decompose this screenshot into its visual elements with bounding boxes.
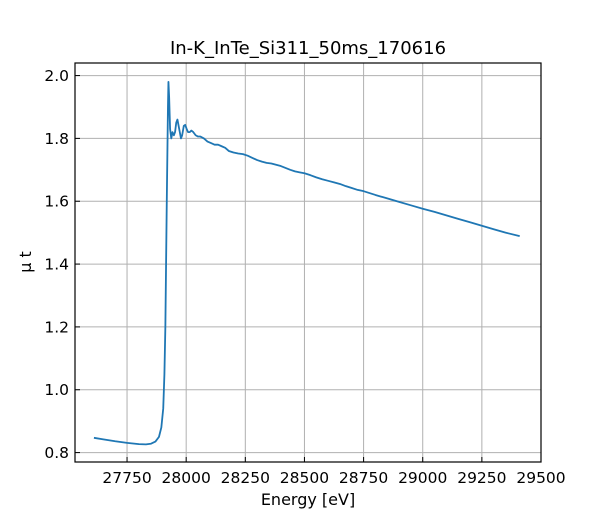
x-tick-label: 29250 [457,469,506,487]
x-tick-label: 28500 [280,469,329,487]
x-tick-label: 28750 [339,469,388,487]
y-tick-label: 1.8 [44,130,69,148]
x-tick-label: 27750 [102,469,151,487]
x-tick-label: 29500 [516,469,565,487]
series-line [93,80,520,446]
chart-title: In-K_InTe_Si311_50ms_170616 [170,38,446,59]
grid [75,63,542,462]
y-tick-label: 1.4 [44,256,69,274]
y-tick-label: 1.6 [44,193,69,211]
y-tick-label: 1.2 [44,318,69,336]
x-axis-label: Energy [eV] [261,490,355,509]
x-tick-label: 28250 [221,469,270,487]
y-tick-label: 0.8 [44,444,69,462]
plot-area [93,80,520,446]
y-tick-label: 1.0 [44,381,69,399]
ticks: 27750 28000 28250 28500 28750 29000 29250 29500… [44,67,565,487]
axes-frame [74,62,542,463]
x-tick-label: 28000 [162,469,211,487]
y-axis-label: μ t [16,251,35,273]
y-tick-label: 2.0 [44,67,69,85]
x-tick-label: 29000 [398,469,447,487]
